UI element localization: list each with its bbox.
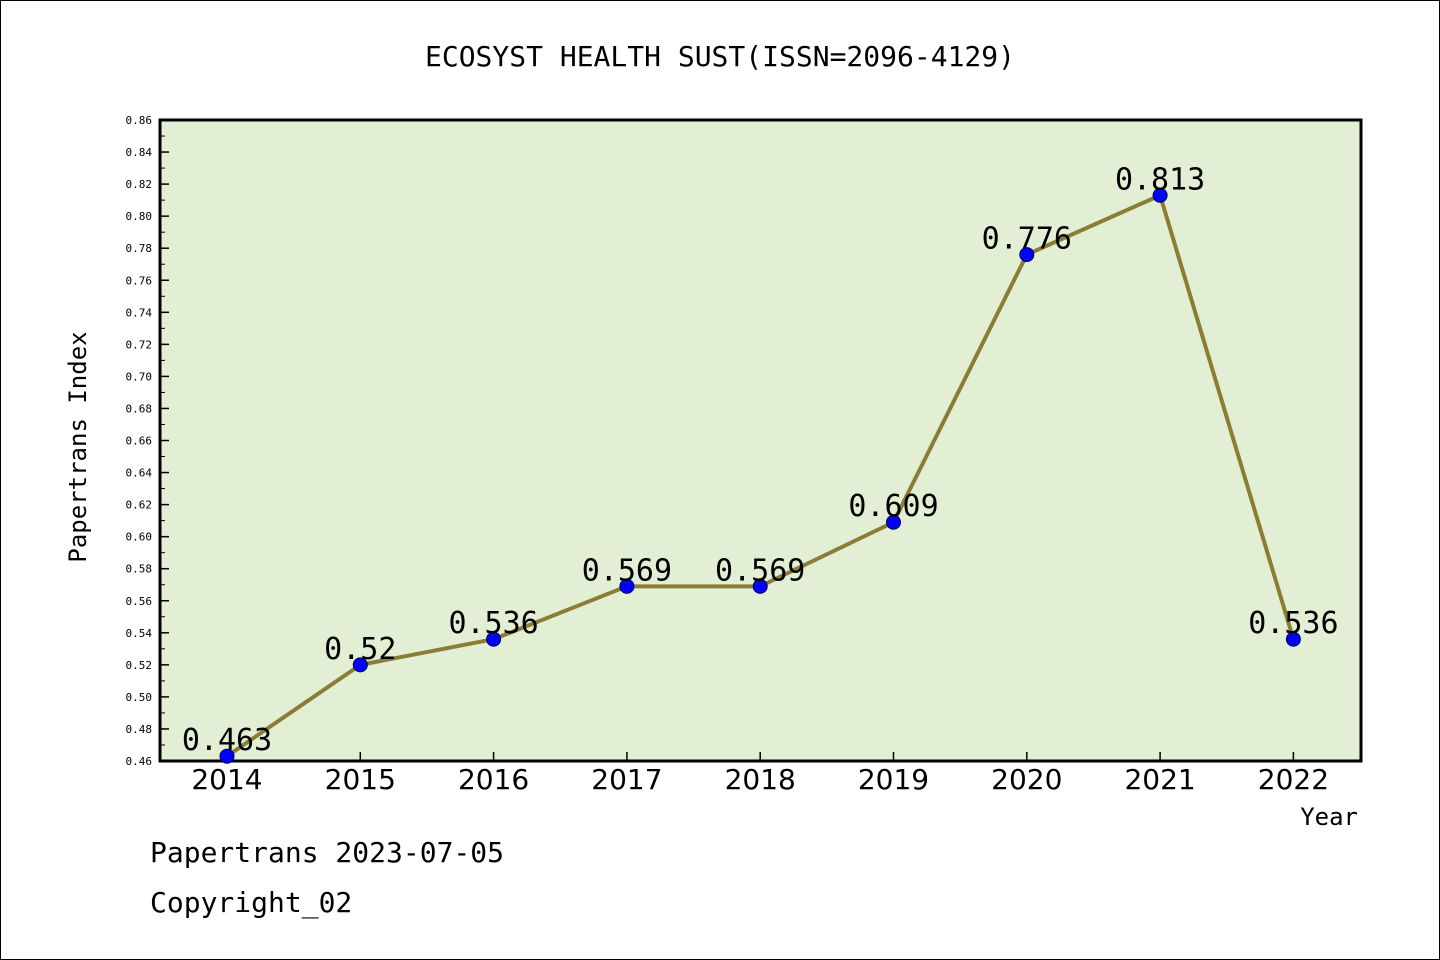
data-point-label: 0.536 bbox=[1248, 606, 1338, 641]
data-point-marker bbox=[219, 748, 235, 764]
data-point-label: 0.813 bbox=[1115, 162, 1205, 197]
footer-copyright: Copyright_02 bbox=[150, 886, 353, 919]
data-point-marker bbox=[752, 578, 768, 594]
data-point-marker bbox=[619, 578, 635, 594]
data-point-marker bbox=[1285, 631, 1301, 647]
y-tick-label: 0.78 bbox=[126, 242, 153, 255]
y-tick-label: 0.82 bbox=[126, 178, 153, 191]
x-axis-label: Year bbox=[1300, 803, 1358, 831]
y-tick-label: 0.76 bbox=[126, 274, 153, 287]
y-tick-label: 0.46 bbox=[126, 755, 153, 768]
x-tick-label: 2020 bbox=[991, 763, 1062, 796]
data-point-label: 0.463 bbox=[182, 723, 272, 758]
y-tick-label: 0.68 bbox=[126, 402, 153, 415]
x-axis: 2014 2015 2016 2017 2018 2019 2020 2021 2022 bbox=[191, 752, 1329, 796]
x-tick-label: 2018 bbox=[725, 763, 796, 796]
x-tick-label: 2021 bbox=[1124, 763, 1195, 796]
y-tick-label: 0.84 bbox=[126, 146, 153, 159]
y-tick-label: 0.74 bbox=[126, 306, 153, 319]
data-point-marker bbox=[886, 514, 901, 530]
y-tick-label: 0.62 bbox=[126, 499, 153, 512]
x-tick-label: 2017 bbox=[591, 763, 662, 796]
data-point-label: 0.569 bbox=[715, 553, 805, 588]
footer-date: Papertrans 2023-07-05 bbox=[150, 836, 505, 869]
y-tick-label: 0.50 bbox=[126, 691, 153, 704]
x-tick-label: 2016 bbox=[458, 763, 529, 796]
y-tick-label: 0.54 bbox=[126, 627, 153, 640]
data-point-marker bbox=[1152, 187, 1168, 203]
y-tick-label: 0.64 bbox=[126, 467, 153, 480]
y-axis-label: Papertrans Index bbox=[64, 331, 92, 562]
y-tick-label: 0.52 bbox=[126, 659, 153, 672]
data-point-label: 0.569 bbox=[582, 553, 672, 588]
chart-title: ECOSYST HEALTH SUST(ISSN=2096-4129) bbox=[425, 40, 1015, 73]
x-tick-label: 2022 bbox=[1258, 763, 1329, 796]
x-tick-label: 2019 bbox=[858, 763, 929, 796]
y-tick-label: 0.48 bbox=[126, 723, 153, 736]
y-tick-label: 0.60 bbox=[126, 531, 153, 544]
plot-area bbox=[158, 118, 1363, 763]
y-tick-label: 0.58 bbox=[126, 563, 153, 576]
data-point-marker bbox=[1019, 247, 1035, 263]
y-axis: 0.46 0.48 0.50 0.52 0.54 0.56 0.58 0.60 0.62 0.64… bbox=[126, 114, 169, 768]
data-point-marker bbox=[486, 631, 502, 647]
data-point-label: 0.52 bbox=[324, 632, 396, 667]
y-tick-label: 0.86 bbox=[126, 114, 153, 127]
data-point-label: 0.776 bbox=[982, 222, 1072, 257]
y-tick-label: 0.80 bbox=[126, 210, 153, 223]
y-tick-label: 0.72 bbox=[126, 338, 153, 351]
y-tick-label: 0.70 bbox=[126, 370, 153, 383]
data-point-marker bbox=[352, 657, 368, 673]
series-line-group: 0.463 0.52 0.536 0.569 0.569 0.609 0.776 0.813 0… bbox=[182, 162, 1339, 764]
data-point-label: 0.609 bbox=[848, 489, 938, 524]
y-tick-label: 0.56 bbox=[126, 595, 153, 608]
data-point-label: 0.536 bbox=[448, 606, 538, 641]
x-tick-label: 2014 bbox=[191, 763, 262, 796]
y-tick-label: 0.66 bbox=[126, 435, 153, 448]
x-tick-label: 2015 bbox=[325, 763, 396, 796]
